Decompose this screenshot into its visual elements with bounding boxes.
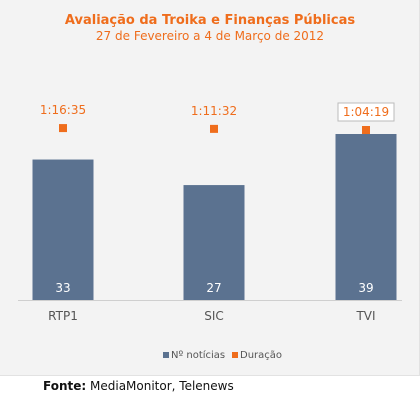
source-note: Fonte: MediaMonitor, Telenews bbox=[43, 379, 234, 393]
source-text: MediaMonitor, Telenews bbox=[90, 379, 234, 393]
chart-subtitle: 27 de Fevereiro a 4 de Março de 2012 bbox=[95, 29, 325, 43]
chart-plot: 33 RTP1 1:16:35 27 SIC 1:11:32 39 TVI 1:04:19 Nº … bbox=[18, 102, 402, 361]
x-tick-label: TVI bbox=[355, 309, 375, 323]
duration-point bbox=[59, 124, 67, 133]
bar-sic bbox=[183, 185, 245, 300]
chart-area: Avaliação da Troika e Finanças Públicas … bbox=[0, 0, 420, 376]
legend-label-noticias: Nº notícias bbox=[171, 349, 225, 361]
duration-label: 1:16:35 bbox=[40, 103, 86, 117]
duration-point bbox=[210, 124, 218, 133]
duration-point bbox=[362, 126, 370, 134]
duration-label-box bbox=[337, 102, 395, 122]
legend-swatch-noticias bbox=[163, 352, 169, 358]
duration-label: 1:11:32 bbox=[191, 104, 237, 118]
duration-label: 1:04:19 bbox=[343, 105, 389, 119]
bar-rtp1 bbox=[32, 159, 94, 300]
legend-label-duracao: Duração bbox=[240, 350, 282, 361]
chart-title: Avaliação da Troika e Finanças Públicas bbox=[64, 13, 356, 28]
x-tick-label: RTP1 bbox=[48, 309, 78, 323]
bar-value-label: 39 bbox=[358, 281, 373, 295]
bar-value-label: 27 bbox=[206, 281, 221, 295]
bar-tvi bbox=[335, 134, 397, 300]
bar-value-label: 33 bbox=[55, 281, 70, 295]
source-label: Fonte: bbox=[43, 379, 87, 393]
legend-swatch-duracao bbox=[232, 352, 238, 358]
x-tick-label: SIC bbox=[204, 309, 224, 323]
